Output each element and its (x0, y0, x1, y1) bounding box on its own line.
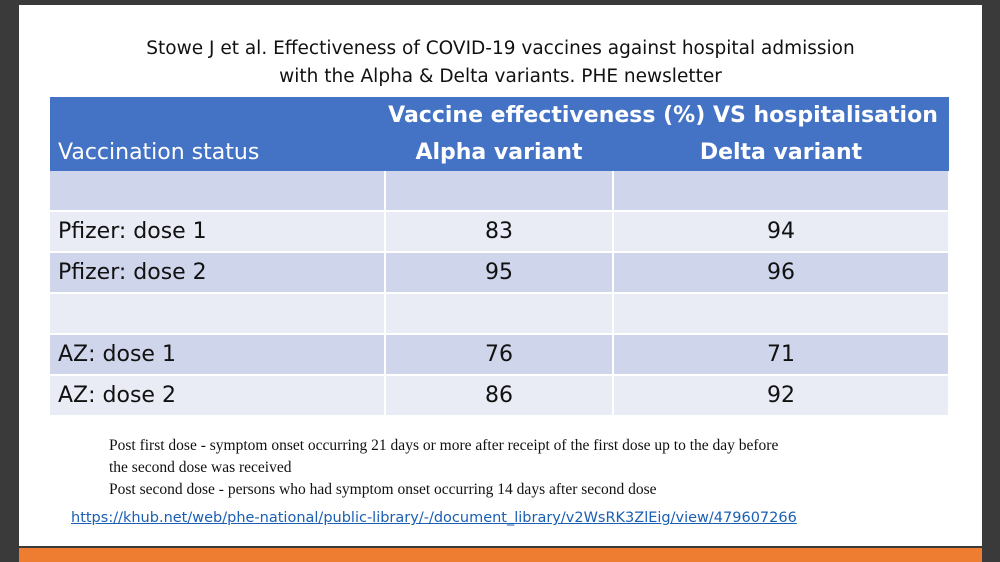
row-delta-cell: 71 (613, 334, 950, 376)
table-row: AZ: dose 2 86 92 (50, 375, 950, 417)
row-status-cell (50, 293, 386, 335)
table-row: AZ: dose 1 76 71 (50, 334, 950, 376)
header-delta-label: Delta variant (699, 140, 863, 165)
footnote-line-2: the second dose was received (109, 459, 292, 476)
accent-bar (19, 548, 982, 562)
table-row (50, 171, 950, 212)
effectiveness-table: Vaccination status Vaccine effectiveness… (50, 97, 950, 417)
header-alpha-cell: Vaccine effectiveness (%) VS hospitalisa… (385, 97, 938, 171)
header-status-cell: Vaccination status (50, 97, 385, 171)
header-delta-cell: Delta variant (613, 97, 949, 171)
row-delta-cell: 96 (613, 252, 950, 294)
footnote-line-3: Post second dose - persons who had sympt… (109, 481, 657, 498)
table-row: Pfizer: dose 1 83 94 (50, 211, 950, 253)
row-delta-cell (613, 171, 950, 212)
row-alpha-cell (385, 171, 614, 212)
row-status-cell: AZ: dose 1 (50, 334, 386, 376)
row-delta-cell (613, 293, 950, 335)
header-alpha-label: Alpha variant (415, 140, 583, 165)
title-line-1: Stowe J et al. Effectiveness of COVID-19… (146, 38, 855, 59)
row-status-cell: AZ: dose 2 (50, 375, 386, 417)
row-alpha-cell (385, 293, 614, 335)
table-row: Pfizer: dose 2 95 96 (50, 252, 950, 294)
row-status-cell: Pfizer: dose 2 (50, 252, 386, 294)
slide: Stowe J et al. Effectiveness of COVID-19… (19, 5, 982, 546)
footnotes: Post first dose - symptom onset occurrin… (109, 435, 929, 501)
source-link[interactable]: https://khub.net/web/phe-national/public… (71, 510, 797, 526)
row-alpha-cell: 86 (385, 375, 614, 417)
slide-title: Stowe J et al. Effectiveness of COVID-19… (19, 35, 982, 91)
row-alpha-cell: 76 (385, 334, 614, 376)
footnote-line-1: Post first dose - symptom onset occurrin… (109, 437, 779, 454)
row-alpha-cell: 83 (385, 211, 614, 253)
title-line-2: with the Alpha & Delta variants. PHE new… (279, 66, 722, 87)
header-status-label: Vaccination status (58, 140, 260, 165)
row-alpha-cell: 95 (385, 252, 614, 294)
table-header-row: Vaccination status Vaccine effectiveness… (50, 97, 949, 171)
row-delta-cell: 92 (613, 375, 950, 417)
header-main-label: Vaccine effectiveness (%) VS hospitalisa… (388, 103, 938, 128)
row-delta-cell: 94 (613, 211, 950, 253)
row-status-cell (50, 171, 386, 212)
row-status-cell: Pfizer: dose 1 (50, 211, 386, 253)
table-row (50, 293, 950, 335)
